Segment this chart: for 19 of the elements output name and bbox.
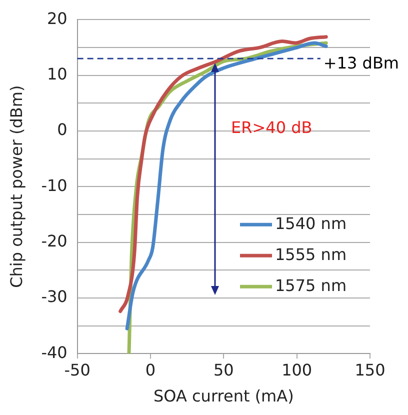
x-axis-title: SOA current (mA)	[154, 386, 294, 406]
y-tick-label: 10	[46, 64, 68, 84]
annotation: ER>40 dB	[231, 118, 312, 137]
x-tick-label: 150	[354, 360, 386, 380]
x-tick-label: 50	[213, 360, 234, 380]
legend-label: 1540 nm	[275, 214, 347, 233]
y-tick-label: 20	[46, 8, 68, 28]
x-tick-label: -50	[64, 360, 90, 380]
x-tick-label: 100	[282, 360, 312, 380]
y-tick-label: -20	[41, 231, 68, 250]
y-axis-title: Chip output power (dBm)	[6, 85, 26, 288]
ref-line-label: +13 dBm	[323, 54, 400, 73]
y-tick-label: -10	[41, 176, 68, 195]
y-tick-label: 0	[57, 120, 68, 140]
y-tick-label: -40	[41, 342, 68, 362]
y-tick-label: -30	[41, 287, 68, 306]
legend-label: 1555 nm	[275, 244, 347, 264]
legend-label: 1575 nm	[275, 276, 347, 295]
x-tick-label: 0	[145, 360, 156, 380]
